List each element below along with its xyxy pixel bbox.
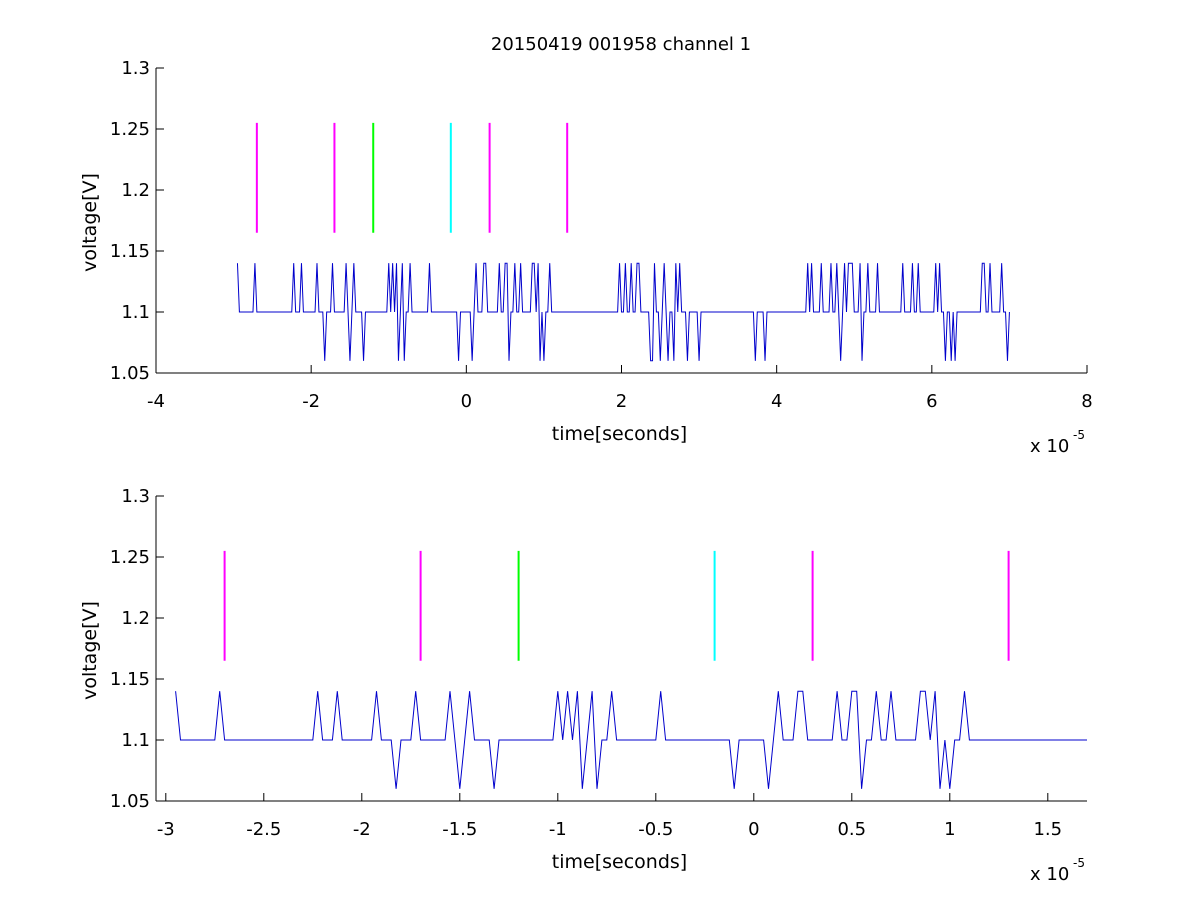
y-tick-label: 1.3 xyxy=(121,58,150,79)
x-tick-label: 2 xyxy=(616,391,627,412)
y-tick-label: 1.15 xyxy=(110,669,150,690)
x-tick-label: 6 xyxy=(926,391,937,412)
x-tick-label: -2 xyxy=(353,819,371,840)
x-exponent-label: x 10 xyxy=(1030,436,1069,457)
y-tick-label: 1.2 xyxy=(121,608,150,629)
x-tick-label: -1 xyxy=(549,819,567,840)
y-tick-label: 1.1 xyxy=(121,302,150,323)
x-tick-label: 8 xyxy=(1081,391,1092,412)
x-tick-label: -3 xyxy=(157,819,175,840)
y-tick-label: 1.1 xyxy=(121,730,150,751)
signal-trace xyxy=(236,262,1010,362)
signal-trace xyxy=(175,690,1087,789)
x-tick-label: 0 xyxy=(461,391,472,412)
x-tick-label: -1.5 xyxy=(442,819,477,840)
top-plot: 1.05 1.1 1.15 1.2 1.25 1.3 -4 -2 0 2 4 6 8 time[secon… xyxy=(79,58,1093,457)
x-tick-label: -2.5 xyxy=(246,819,281,840)
x-axis-label: time[seconds] xyxy=(552,851,687,873)
x-tick-label: 1 xyxy=(944,819,955,840)
x-tick-label: 0 xyxy=(748,819,759,840)
x-tick-label: 4 xyxy=(771,391,782,412)
x-exponent-superscript: -5 xyxy=(1073,428,1085,442)
y-tick-label: 1.25 xyxy=(110,547,150,568)
figure-title: 20150419 001958 channel 1 xyxy=(491,34,751,55)
y-tick-label: 1.3 xyxy=(121,486,150,507)
y-axis-label: voltage[V] xyxy=(79,173,101,272)
x-tick-label: -2 xyxy=(302,391,320,412)
bottom-plot: 1.05 1.1 1.15 1.2 1.25 1.3 -3 -2.5 -2 -1.5 -1 -0.5 0… xyxy=(79,486,1087,885)
y-tick-label: 1.05 xyxy=(110,363,150,384)
y-tick-label: 1.2 xyxy=(121,180,150,201)
x-tick-label: -0.5 xyxy=(638,819,673,840)
y-tick-label: 1.25 xyxy=(110,119,150,140)
x-tick-label: 0.5 xyxy=(837,819,866,840)
x-tick-label: 1.5 xyxy=(1033,819,1062,840)
y-tick-label: 1.15 xyxy=(110,241,150,262)
x-tick-label: -4 xyxy=(147,391,165,412)
y-axis-label: voltage[V] xyxy=(79,601,101,700)
y-tick-label: 1.05 xyxy=(110,791,150,812)
x-exponent-label: x 10 xyxy=(1030,864,1069,885)
x-axis-label: time[seconds] xyxy=(552,423,687,445)
x-exponent-superscript: -5 xyxy=(1073,856,1085,870)
